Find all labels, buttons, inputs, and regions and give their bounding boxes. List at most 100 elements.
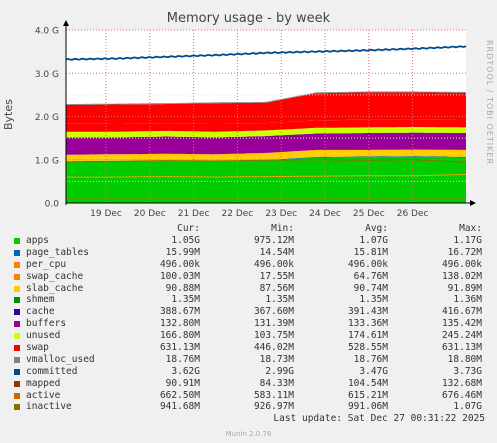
legend-min-value: 583.11M bbox=[253, 389, 294, 401]
x-tick-label: 24 Dec bbox=[309, 209, 341, 219]
legend-max-value: 1.36M bbox=[453, 294, 482, 306]
legend-avg-value: 133.36M bbox=[347, 318, 388, 330]
legend-avg-value: 18.76M bbox=[353, 353, 388, 365]
legend-max-value: 18.80M bbox=[447, 353, 482, 365]
legend-row-unused: unused 166.80M 103.75M 174.61M 245.24M bbox=[12, 330, 488, 342]
legend-row-mapped: mapped 90.91M 84.33M 104.54M 132.68M bbox=[12, 378, 488, 390]
legend-avg-value: 391.43M bbox=[347, 306, 388, 318]
legend-series-name: vmalloc_used bbox=[26, 353, 95, 365]
x-tick-label: 22 Dec bbox=[222, 209, 254, 219]
area-apps bbox=[66, 156, 466, 203]
legend-max-value: 676.46M bbox=[441, 389, 482, 401]
legend-cur-value: 941.68M bbox=[159, 401, 200, 413]
legend-avg-value: 174.61M bbox=[347, 330, 388, 342]
legend-row-committed: committed 3.62G 2.99G 3.47G 3.73G bbox=[12, 366, 488, 378]
legend-series-name: cache bbox=[26, 306, 55, 318]
legend-series-name: unused bbox=[26, 330, 61, 342]
legend-swatch bbox=[14, 249, 20, 256]
x-axis-arrow bbox=[470, 200, 476, 206]
legend-cur-value: 1.05G bbox=[171, 235, 200, 246]
legend-swatch bbox=[14, 380, 20, 387]
legend-series-name: page_tables bbox=[26, 246, 89, 258]
area-buffers bbox=[66, 127, 466, 138]
legend-swatch bbox=[14, 238, 20, 244]
legend-row-active: active 662.50M 583.11M 615.21M 676.46M bbox=[12, 390, 488, 402]
legend-avg-value: 15.81M bbox=[353, 246, 388, 258]
legend-avg-value: 1.35M bbox=[359, 294, 388, 306]
legend-max-value: 135.42M bbox=[441, 318, 482, 330]
legend-row-cache: cache 388.67M 367.60M 391.43M 416.67M bbox=[12, 306, 488, 318]
legend-avg-value: 496.00k bbox=[347, 258, 388, 270]
legend-max-value: 1.17G bbox=[453, 235, 482, 246]
legend-max-value: 631.13M bbox=[441, 342, 482, 354]
legend-swatch bbox=[14, 297, 20, 304]
legend-series-name: per_cpu bbox=[26, 258, 67, 270]
y-tick-label: 4.0 G bbox=[35, 27, 59, 37]
x-tick-label: 19 Dec bbox=[90, 209, 122, 219]
legend-row-page-tables: page_tables 15.99M 14.54M 15.81M 16.72M bbox=[12, 247, 488, 259]
rrdtool-watermark: RRDTOOL / TOBI OETIKER bbox=[485, 40, 494, 166]
legend-min-value: 14.54M bbox=[259, 246, 294, 258]
legend-min-value: 17.55M bbox=[259, 270, 294, 282]
legend-swatch bbox=[14, 404, 20, 411]
plot-area: 0.0 1.0 G 2.0 G 3.0 G 4.0 G 19 Dec 20 Dec 21 De… bbox=[35, 20, 476, 219]
area-vmalloc-used bbox=[66, 91, 466, 105]
legend-max-value: 416.67M bbox=[441, 306, 482, 318]
legend-min-value: 18.73M bbox=[259, 353, 294, 365]
legend-cur-value: 388.67M bbox=[159, 306, 200, 318]
legend-series-name: mapped bbox=[26, 377, 61, 389]
legend-row-shmem: shmem 1.35M 1.35M 1.35M 1.36M bbox=[12, 294, 488, 306]
legend-swatch bbox=[14, 309, 20, 316]
legend-swatch bbox=[14, 392, 20, 399]
legend-series-name: active bbox=[26, 389, 61, 401]
legend-header-avg: Avg: bbox=[365, 223, 388, 234]
legend-min-value: 1.35M bbox=[265, 294, 294, 306]
legend-avg-value: 90.74M bbox=[353, 282, 388, 294]
legend-series-name: shmem bbox=[26, 294, 55, 306]
legend-avg-value: 64.76M bbox=[353, 270, 388, 282]
legend-cur-value: 496.00k bbox=[159, 258, 200, 270]
y-tick-label: 1.0 G bbox=[35, 156, 59, 166]
legend-max-value: 132.68M bbox=[441, 377, 482, 389]
legend-table: Cur: Min: Avg: Max: apps 1.05G 975.12M 1.07… bbox=[12, 222, 488, 413]
legend-min-value: 103.75M bbox=[253, 330, 294, 342]
area-unused bbox=[66, 119, 466, 132]
legend-cur-value: 90.88M bbox=[165, 282, 200, 294]
y-tick-label: 2.0 G bbox=[35, 113, 59, 123]
legend-cur-value: 18.76M bbox=[165, 353, 200, 365]
last-update: Last update: Sat Dec 27 00:31:22 2025 bbox=[273, 413, 485, 424]
legend-max-value: 245.24M bbox=[441, 330, 482, 342]
legend-header: Cur: Min: Avg: Max: bbox=[12, 222, 488, 235]
legend-cur-value: 90.91M bbox=[165, 377, 200, 389]
legend-row-apps: apps 1.05G 975.12M 1.07G 1.17G bbox=[12, 235, 488, 247]
legend-header-max: Max: bbox=[459, 223, 482, 234]
legend-min-value: 131.39M bbox=[253, 318, 294, 330]
legend-min-value: 496.00k bbox=[253, 258, 294, 270]
legend-swatch bbox=[14, 345, 20, 352]
legend-row-vmalloc-used: vmalloc_used 18.76M 18.73M 18.76M 18.80M bbox=[12, 354, 488, 366]
legend-avg-value: 991.06M bbox=[347, 401, 388, 413]
legend-cur-value: 3.62G bbox=[171, 365, 200, 377]
legend-cur-value: 100.03M bbox=[159, 270, 200, 282]
line-committed bbox=[65, 45, 467, 61]
legend-min-value: 975.12M bbox=[253, 235, 294, 246]
legend-avg-value: 1.07G bbox=[359, 235, 388, 246]
legend-cur-value: 15.99M bbox=[165, 246, 200, 258]
legend-swatch bbox=[14, 285, 20, 292]
legend-row-swap-cache: swap_cache 100.03M 17.55M 64.76M 138.02M bbox=[12, 271, 488, 283]
legend-min-value: 2.99G bbox=[265, 365, 294, 377]
legend-swatch bbox=[14, 321, 20, 328]
legend-min-value: 87.56M bbox=[259, 282, 294, 294]
legend-min-value: 926.97M bbox=[253, 401, 294, 413]
legend-avg-value: 3.47G bbox=[359, 365, 388, 377]
x-tick-label: 26 Dec bbox=[397, 209, 429, 219]
legend-swatch bbox=[14, 333, 20, 340]
legend-series-name: swap bbox=[26, 342, 49, 354]
x-tick-label: 25 Dec bbox=[353, 209, 385, 219]
legend-min-value: 446.02M bbox=[253, 342, 294, 354]
area-slab-cache bbox=[66, 149, 466, 159]
legend-series-name: committed bbox=[26, 365, 78, 377]
legend-max-value: 91.89M bbox=[447, 282, 482, 294]
legend-row-swap: swap 631.13M 446.02M 528.55M 631.13M bbox=[12, 342, 488, 354]
